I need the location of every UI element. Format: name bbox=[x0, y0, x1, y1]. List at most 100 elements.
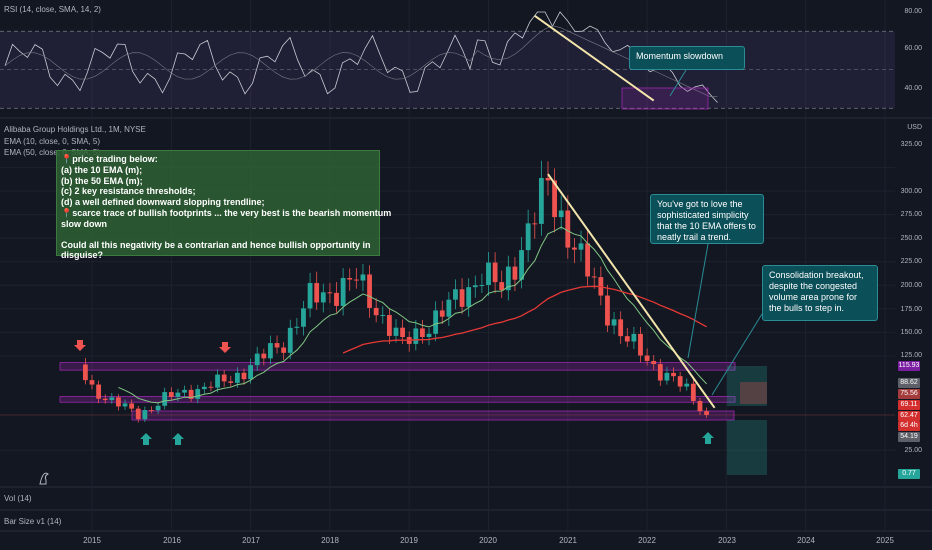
candle-body bbox=[386, 315, 392, 336]
candle-body bbox=[215, 374, 220, 388]
candle-body bbox=[677, 376, 683, 387]
downtrend-line bbox=[547, 173, 716, 409]
candle-body bbox=[195, 389, 201, 399]
pin-icon: 📍 bbox=[61, 207, 73, 218]
candle-body bbox=[116, 397, 121, 407]
analysis-note[interactable]: 📍price trading below: (a) the 10 EMA (m)… bbox=[56, 150, 391, 260]
candle-body bbox=[545, 178, 551, 181]
note-line: slow down bbox=[61, 218, 107, 229]
candle-body bbox=[89, 380, 95, 385]
candle-body bbox=[129, 403, 135, 409]
candle-body bbox=[248, 365, 253, 380]
price-tick: 250.00 bbox=[900, 235, 922, 242]
candle-body bbox=[525, 223, 531, 251]
note-line: 📍price trading below: bbox=[61, 154, 158, 164]
candle-body bbox=[281, 347, 287, 353]
bar-size-panel-label[interactable]: Bar Size v1 (14) bbox=[4, 517, 62, 526]
pin-icon: 📍 bbox=[61, 154, 73, 164]
candle-body bbox=[426, 333, 432, 338]
candle-body bbox=[572, 247, 577, 250]
momentum-callout[interactable]: Momentum slowdown bbox=[629, 46, 745, 70]
candle-body bbox=[367, 274, 372, 308]
candle-body bbox=[268, 343, 273, 359]
candle-body bbox=[624, 336, 630, 342]
price-tick: 300.00 bbox=[900, 188, 922, 195]
rsi-tick: 60.00 bbox=[904, 45, 922, 52]
ema-10-legend[interactable]: EMA (10, close, 0, SMA, 5) bbox=[4, 137, 101, 146]
candle-body bbox=[334, 292, 339, 306]
candle-body bbox=[142, 410, 148, 420]
vol-panel-label[interactable]: Vol (14) bbox=[4, 494, 32, 503]
long-target-box bbox=[727, 420, 767, 475]
price-tag: 75.56 bbox=[898, 389, 920, 399]
candle-body bbox=[697, 400, 703, 412]
year-tick: 2025 bbox=[876, 536, 894, 545]
candle-body bbox=[486, 262, 491, 286]
breakout-callout[interactable]: Consolidation breakout, despite the cong… bbox=[762, 265, 878, 321]
candle-body bbox=[657, 364, 663, 381]
candle-body bbox=[102, 398, 108, 401]
callout-pointer bbox=[687, 243, 709, 359]
candle-body bbox=[651, 360, 657, 365]
price-tick: 25.00 bbox=[904, 447, 922, 454]
countdown-tag: 6d 4h bbox=[898, 421, 920, 431]
price-tick: 150.00 bbox=[900, 329, 922, 336]
candle-body bbox=[96, 384, 102, 399]
candle-body bbox=[684, 383, 690, 387]
candle-body bbox=[149, 410, 154, 412]
candle-body bbox=[439, 310, 445, 317]
candle-body bbox=[307, 283, 313, 309]
price-tick: 225.00 bbox=[900, 258, 922, 265]
candle-body bbox=[393, 327, 399, 336]
rsi-panel bbox=[0, 11, 895, 110]
candle-body bbox=[466, 287, 472, 307]
candle-body bbox=[644, 355, 650, 361]
volume-tag: 0.77 bbox=[898, 469, 920, 479]
price-tag: 54.19 bbox=[898, 432, 920, 442]
price-tag: 115.93 bbox=[898, 361, 920, 371]
candle-body bbox=[400, 327, 405, 338]
candle-body bbox=[234, 372, 240, 383]
long-target-box bbox=[727, 366, 767, 406]
candle-body bbox=[201, 386, 207, 390]
candle-body bbox=[373, 307, 379, 316]
candle-body bbox=[479, 285, 485, 287]
candle-body bbox=[459, 289, 465, 307]
stop-box bbox=[740, 382, 767, 404]
rsi-momentum-box bbox=[621, 87, 709, 110]
year-tick: 2022 bbox=[638, 536, 656, 545]
year-tick: 2018 bbox=[321, 536, 339, 545]
candle-body bbox=[664, 372, 670, 381]
candle-body bbox=[168, 392, 174, 397]
support-zone bbox=[131, 410, 735, 421]
candle-body bbox=[155, 405, 161, 411]
candle-body bbox=[135, 408, 141, 420]
candle-body bbox=[82, 364, 88, 381]
candle-body bbox=[109, 397, 115, 401]
candle-body bbox=[704, 411, 709, 415]
candle-body bbox=[605, 295, 610, 326]
candlesticks bbox=[82, 160, 709, 423]
candle-body bbox=[175, 392, 181, 397]
candle-body bbox=[472, 285, 478, 288]
buy-arrow-icon bbox=[140, 433, 152, 445]
candle-body bbox=[499, 282, 505, 291]
price-tag: 69.11 bbox=[898, 400, 920, 410]
candle-body bbox=[453, 289, 458, 300]
note-line: (c) 2 key resistance thresholds; bbox=[61, 186, 196, 197]
symbol-title[interactable]: Alibaba Group Holdings Ltd., 1M, NYSE bbox=[4, 125, 146, 134]
price-tag: 88.62 bbox=[898, 378, 920, 388]
zones bbox=[0, 362, 895, 475]
candle-body bbox=[631, 333, 637, 342]
price-tick: 175.00 bbox=[900, 306, 922, 313]
candle-body bbox=[340, 277, 346, 306]
ema-50-legend[interactable]: EMA (50, close, 0, SMA, 5) bbox=[4, 148, 101, 157]
year-tick: 2016 bbox=[163, 536, 181, 545]
ema-50-line bbox=[342, 285, 707, 354]
sell-arrow-icon bbox=[219, 342, 231, 353]
candle-body bbox=[208, 386, 214, 388]
ema-callout[interactable]: You've got to love the sophisticated sim… bbox=[650, 194, 764, 244]
candle-body bbox=[532, 223, 538, 225]
candle-body bbox=[241, 372, 247, 380]
